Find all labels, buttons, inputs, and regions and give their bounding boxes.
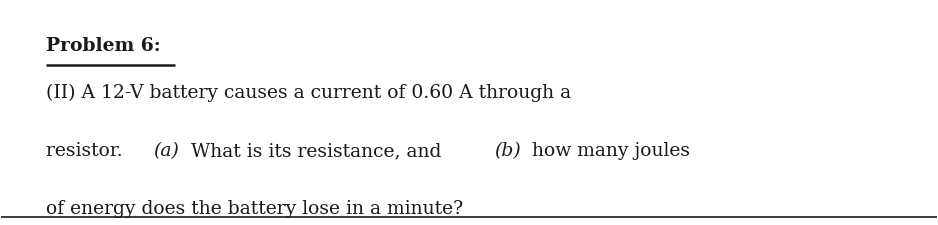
Text: of energy does the battery lose in a minute?: of energy does the battery lose in a min… — [46, 199, 463, 217]
Text: What is its resistance, and: What is its resistance, and — [185, 141, 447, 159]
Text: Problem 6:: Problem 6: — [46, 37, 161, 55]
Text: (a): (a) — [153, 141, 179, 159]
Text: how many joules: how many joules — [526, 141, 689, 159]
Text: (b): (b) — [493, 141, 521, 159]
Text: resistor.: resistor. — [46, 141, 129, 159]
Text: (II) A 12-V battery causes a current of 0.60 A through a: (II) A 12-V battery causes a current of … — [46, 84, 571, 102]
